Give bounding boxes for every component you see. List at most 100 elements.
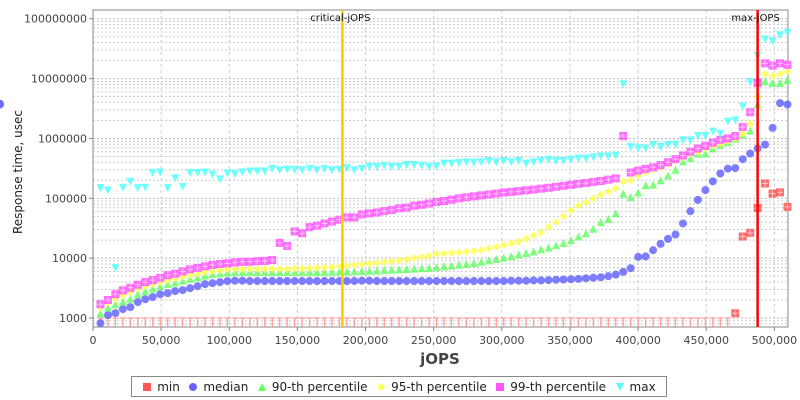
point-min-floor [299, 317, 306, 327]
point-min-floor [679, 317, 686, 327]
x-tick-label: 400,000 [615, 334, 661, 347]
point-min-floor [508, 317, 515, 327]
point-min-floor [373, 317, 380, 327]
point-90-th-percentile [649, 180, 658, 189]
point-99-th-percentile-cross [650, 164, 657, 171]
legend-item: max [615, 380, 656, 394]
legend-marker-icon [257, 382, 266, 391]
point-min-cross [784, 203, 791, 210]
point-max [402, 161, 411, 170]
legend-label: max [629, 379, 656, 394]
point-max [103, 186, 112, 195]
point-max [283, 165, 292, 174]
point-min-floor [523, 317, 530, 327]
legend-item: 99-th percentile [495, 380, 606, 394]
point-90-th-percentile [514, 250, 523, 259]
point-median [664, 234, 673, 243]
point-max [776, 31, 785, 40]
point-min-floor [672, 317, 679, 327]
point-90-th-percentile [552, 241, 561, 250]
point-min-floor [418, 317, 425, 327]
point-min-floor [582, 317, 589, 327]
data-points [0, 28, 792, 328]
point-median [260, 277, 269, 286]
point-95-th-percentile [432, 249, 441, 258]
point-95-th-percentile [477, 245, 486, 254]
point-90-th-percentile [447, 261, 456, 270]
point-90-th-percentile [425, 263, 434, 272]
point-99-th-percentile-cross [597, 177, 604, 184]
point-min-floor [650, 317, 657, 327]
point-99-th-percentile-cross [724, 135, 731, 142]
point-max [619, 80, 628, 89]
y-tick-label: 10000 [52, 252, 87, 265]
point-min-floor [642, 317, 649, 327]
point-min-floor [366, 317, 373, 327]
point-99-th-percentile-cross [702, 142, 709, 149]
point-99-th-percentile-cross [440, 198, 447, 205]
point-95-th-percentile [275, 264, 284, 273]
point-99-th-percentile-cross [455, 195, 462, 202]
point-median [611, 270, 620, 279]
annotation-label: critical-jOPS [310, 13, 370, 24]
point-max [425, 162, 434, 171]
point-min-floor [134, 317, 141, 327]
point-min-floor [515, 317, 522, 327]
point-min-cross [739, 233, 746, 240]
point-min-floor [403, 317, 410, 327]
point-median [708, 177, 717, 186]
point-95-th-percentile [298, 264, 307, 273]
point-max [596, 152, 605, 161]
y-tick-label: 10000000 [31, 73, 87, 86]
y-tick-label: 100000000 [24, 13, 87, 26]
point-min-floor [127, 317, 134, 327]
point-99-th-percentile-cross [411, 202, 418, 209]
point-max [574, 154, 583, 163]
point-90-th-percentile [387, 265, 396, 274]
point-min-floor [717, 317, 724, 327]
point-max [238, 168, 247, 177]
point-99-th-percentile-cross [127, 284, 134, 291]
point-90-th-percentile [589, 224, 598, 233]
point-90-th-percentile [507, 252, 516, 261]
point-max [215, 175, 224, 184]
point-99-th-percentile-cross [403, 204, 410, 211]
point-90-th-percentile [686, 154, 695, 163]
point-median [410, 277, 419, 286]
point-median [604, 272, 613, 281]
point-90-th-percentile [529, 247, 538, 256]
point-median [186, 284, 195, 293]
y-tick-label: 100000 [45, 192, 87, 205]
point-max [342, 164, 351, 173]
point-median [514, 276, 523, 285]
point-min-floor [702, 317, 709, 327]
point-99-th-percentile-cross [620, 132, 627, 139]
point-95-th-percentile [746, 119, 755, 128]
point-median [656, 239, 665, 248]
point-99-th-percentile-cross [657, 162, 664, 169]
point-median [731, 164, 740, 173]
point-99-th-percentile-cross [202, 263, 209, 270]
point-min-floor [328, 317, 335, 327]
point-min-floor [724, 317, 731, 327]
point-99-th-percentile-cross [239, 258, 246, 265]
point-median [499, 277, 508, 286]
point-max [566, 155, 575, 164]
point-90-th-percentile [372, 266, 381, 275]
point-95-th-percentile [290, 264, 299, 273]
point-99-th-percentile-cross [717, 136, 724, 143]
x-tick-label: 300,000 [479, 334, 525, 347]
point-90-th-percentile [634, 188, 643, 197]
legend-item: 95-th percentile [376, 380, 487, 394]
point-max [641, 144, 650, 153]
point-max [395, 162, 404, 171]
point-median [559, 275, 568, 284]
point-90-th-percentile [783, 75, 792, 84]
point-99-th-percentile-cross [433, 198, 440, 205]
point-max [298, 166, 307, 175]
point-99-th-percentile-cross [605, 176, 612, 183]
point-min-floor [560, 317, 567, 327]
point-95-th-percentile [387, 257, 396, 266]
point-max [320, 164, 329, 173]
